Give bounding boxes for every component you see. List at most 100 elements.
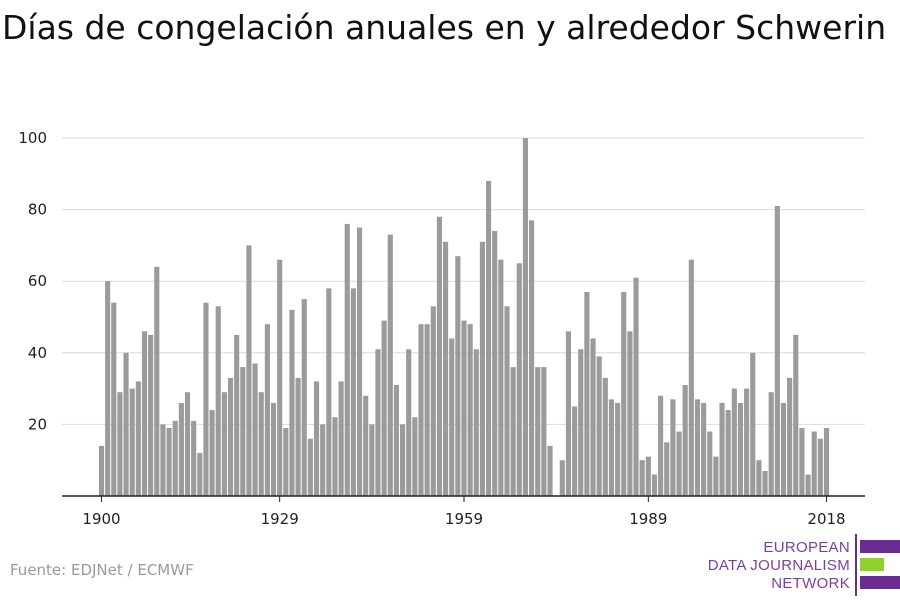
bar-1959	[461, 320, 467, 496]
bar-1933	[301, 299, 307, 496]
bar-1964	[492, 231, 498, 496]
y-tick-label: 80	[28, 201, 47, 219]
bar-1927	[264, 324, 270, 496]
bar-1975	[559, 460, 565, 496]
bar-1969	[522, 138, 529, 496]
x-axis	[62, 495, 865, 502]
bar-1929	[277, 259, 283, 496]
bar-1956	[443, 241, 449, 496]
bar-1953	[424, 324, 430, 496]
logo-bar-top	[860, 540, 900, 553]
x-tick-label: 1900	[82, 510, 120, 528]
bar-1993	[670, 399, 676, 496]
bar-1965	[498, 259, 504, 496]
logo-text-data-journalism: DATA JOURNALISM	[707, 557, 850, 574]
bar-2002	[725, 410, 731, 496]
bar-1938	[332, 417, 338, 496]
bar-1919	[215, 306, 221, 496]
bar-1970	[529, 220, 535, 496]
bar-1918	[209, 410, 215, 496]
bar-2017	[817, 438, 823, 496]
bar-1945	[375, 349, 381, 496]
bar-1903	[117, 392, 123, 496]
bar-1951	[412, 417, 418, 496]
y-tick-labels: 20 40 60 80 100	[18, 129, 47, 433]
bar-1937	[326, 288, 332, 496]
bar-1998	[701, 402, 707, 496]
bar-1940	[344, 223, 350, 497]
bar-1902	[111, 302, 117, 496]
bar-1939	[338, 381, 344, 496]
y-tick-label: 40	[28, 344, 47, 362]
bar-1988	[639, 460, 645, 496]
bar-1932	[295, 377, 301, 496]
bar-1963	[486, 180, 492, 496]
bar-1917	[203, 302, 209, 496]
bar-1995	[682, 385, 688, 496]
bar-1960	[467, 324, 473, 496]
bar-1967	[510, 367, 516, 496]
bar-1986	[627, 331, 633, 496]
bar-1971	[535, 367, 541, 496]
bar-1905	[129, 388, 135, 496]
logo-bar-bottom	[860, 576, 900, 589]
bar-2009	[768, 392, 774, 496]
bar-1987	[633, 277, 639, 496]
bar-2010	[774, 206, 780, 496]
bar-2005	[744, 388, 750, 496]
bar-1928	[270, 402, 277, 496]
logo-text-european: EUROPEAN	[763, 539, 850, 556]
bar-1976	[565, 331, 572, 496]
bar-2012	[787, 377, 793, 496]
bar-1930	[283, 427, 289, 496]
bar-1916	[197, 453, 203, 496]
bar-1913	[178, 402, 184, 496]
bar-1946	[381, 320, 387, 496]
bar-1952	[418, 324, 424, 496]
bar-1915	[191, 420, 197, 496]
bar-2015	[805, 474, 811, 496]
logo-divider	[855, 534, 857, 596]
bar-1910	[160, 424, 166, 496]
bar-1983	[608, 399, 615, 496]
bar-1931	[289, 309, 295, 496]
bar-1984	[615, 402, 621, 496]
edjnet-logo: EUROPEAN DATA JOURNALISM NETWORK	[700, 534, 900, 596]
bar-1935	[313, 381, 320, 496]
bar-2008	[762, 470, 768, 496]
bar-1920	[221, 392, 227, 496]
bar-1901	[105, 281, 111, 496]
bar-1980	[590, 338, 596, 496]
logo-bar-middle	[860, 558, 884, 571]
bar-1999	[707, 431, 713, 496]
x-tick-label: 1959	[445, 510, 483, 528]
bar-2000	[713, 456, 719, 496]
bar-2004	[737, 402, 744, 496]
bar-1900	[98, 445, 105, 496]
bar-1925	[252, 363, 258, 496]
bar-1936	[320, 424, 326, 496]
bar-1991	[658, 395, 664, 496]
bar-1942	[356, 227, 363, 496]
chart-title: Días de congelación anuales en y alreded…	[2, 8, 887, 47]
y-tick-label: 20	[28, 415, 47, 433]
bar-1977	[572, 406, 578, 496]
bar-2003	[731, 388, 737, 496]
bar-1961	[473, 349, 479, 496]
bars	[98, 138, 830, 497]
x-tick-label: 2018	[807, 510, 845, 528]
bar-1914	[184, 392, 191, 496]
bar-1904	[123, 352, 129, 496]
bar-2007	[756, 460, 762, 496]
bar-1994	[676, 431, 682, 496]
bar-1968	[516, 263, 522, 496]
bar-1954	[430, 306, 436, 496]
bar-1949	[399, 424, 406, 496]
bar-1958	[455, 256, 461, 496]
bar-2001	[719, 402, 725, 496]
bar-1943	[363, 395, 369, 496]
x-tick-label: 1989	[629, 510, 667, 528]
bar-1957	[449, 338, 455, 496]
bar-1962	[479, 241, 485, 496]
